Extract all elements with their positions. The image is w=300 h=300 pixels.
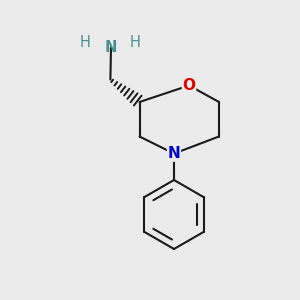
Text: N: N	[105, 40, 117, 55]
Text: N: N	[168, 146, 180, 161]
Text: H: H	[130, 35, 140, 50]
Text: O: O	[182, 78, 196, 93]
Text: H: H	[80, 35, 91, 50]
